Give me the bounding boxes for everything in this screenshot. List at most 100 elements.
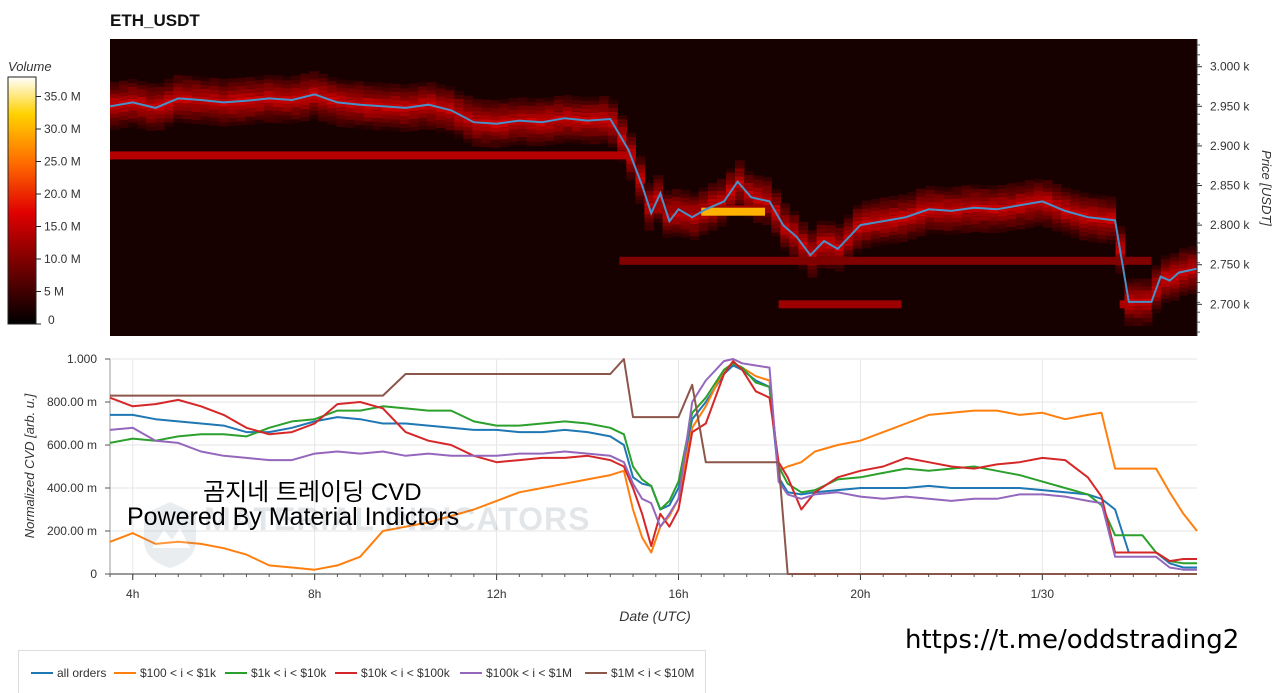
heatmap-cell (436, 124, 446, 128)
heatmap-cell (671, 232, 682, 237)
heatmap-cell (916, 220, 926, 225)
legend-item[interactable]: $100 < i < $1k (114, 666, 216, 680)
heatmap-cell (1088, 206, 1098, 211)
heatmap-cell (1160, 279, 1171, 283)
heatmap-cell (635, 188, 646, 192)
heatmap-cell (1178, 280, 1189, 284)
heatmap-cell (526, 117, 537, 122)
heatmap-cell (979, 220, 990, 225)
cvd-series-line-1 (109, 362, 1198, 571)
heatmap-cell (119, 100, 129, 105)
heatmap-cell (146, 126, 156, 131)
heatmap-cell (780, 246, 790, 251)
heatmap-cell (454, 102, 464, 107)
heatmap-cell (1006, 187, 1017, 192)
heatmap-cell (698, 219, 709, 223)
heatmap-cell (762, 185, 772, 190)
heatmap-cell (436, 120, 446, 124)
heatmap-cell (454, 126, 464, 131)
legend-item[interactable]: all orders (31, 666, 106, 680)
heatmap-cell (418, 121, 428, 126)
heatmap-cell (508, 110, 519, 114)
heatmap-cell (680, 225, 691, 230)
heatmap-cell (553, 131, 564, 136)
heatmap-cell (934, 210, 944, 215)
heatmap-cell (200, 120, 211, 125)
heatmap-cell (517, 121, 528, 126)
heatmap-cell (418, 86, 428, 91)
heatmap-cell (1178, 264, 1189, 269)
heatmap-cell (463, 111, 473, 116)
heatmap-cell (1178, 248, 1189, 253)
heatmap-cell (544, 125, 555, 130)
heatmap-cell (852, 248, 863, 253)
heatmap-cell (662, 234, 673, 239)
legend-item[interactable]: $10k < i < $100k (335, 666, 450, 680)
heatmap-cell (1061, 187, 1071, 192)
heatmap-cell (572, 100, 582, 104)
heatmap-cell (762, 181, 772, 186)
heatmap-cell (1187, 274, 1198, 278)
heatmap-cell (200, 104, 211, 109)
heatmap-cell (789, 215, 800, 220)
legend-item[interactable]: $1k < i < $10k (225, 666, 326, 680)
heatmap-cell (445, 86, 455, 91)
heatmap-cell (843, 242, 854, 247)
heatmap-cell (218, 106, 229, 111)
heatmap-cell (544, 109, 555, 114)
heatmap-cell (816, 252, 827, 257)
heatmap-cell (925, 197, 935, 202)
heatmap-cell (273, 115, 283, 120)
heatmap-cell (970, 224, 981, 228)
cvd-y-tick-label: 1.000 (67, 352, 97, 366)
heatmap-cell (1160, 255, 1171, 260)
heatmap-cell (137, 108, 147, 113)
heatmap-cell (834, 239, 845, 244)
legend-item[interactable]: $100k < i < $1M (460, 666, 572, 680)
heatmap-cell (363, 125, 374, 130)
heatmap-cell (327, 89, 338, 93)
legend-item[interactable]: $1M < i < $10M (585, 666, 694, 680)
heatmap-cell (907, 199, 917, 204)
heatmap-cell (481, 119, 492, 124)
heatmap-cell (291, 87, 301, 92)
heatmap-cell (843, 254, 854, 259)
colorbar-tick-label: 30.0 M (44, 122, 81, 136)
heatmap-cell (291, 99, 301, 104)
heatmap-cell (798, 237, 809, 242)
heatmap-cell (1006, 203, 1017, 208)
heatmap-cell (744, 202, 754, 207)
heatmap-cell (209, 78, 220, 82)
heatmap-cell (834, 227, 845, 232)
heatmap-cell (789, 242, 800, 247)
heatmap-cell (128, 102, 138, 107)
heatmap-cell (572, 104, 582, 108)
heatmap-cell (581, 116, 591, 121)
heatmap-cell (889, 223, 899, 228)
heatmap-cell (1124, 322, 1135, 327)
heatmap-cell (934, 218, 944, 223)
heatmap-cell (173, 91, 184, 95)
heatmap-cell (544, 129, 555, 134)
heatmap-cell (372, 126, 383, 131)
heatmap-cell (562, 138, 573, 143)
legend-swatch (460, 671, 482, 674)
heatmap-cell (1142, 286, 1153, 291)
heatmap-cell (562, 126, 573, 131)
heatmap-cell (979, 216, 990, 221)
heatmap-cell (1015, 213, 1026, 218)
channel-link[interactable]: https://t.me/oddstrading2 (905, 625, 1240, 655)
heatmap-cell (490, 120, 501, 125)
heatmap-cell (517, 133, 528, 137)
heatmap-cell (988, 213, 999, 218)
heatmap-cell (273, 87, 283, 92)
heatmap-cell (689, 196, 700, 201)
heatmap-cell (209, 113, 220, 118)
heatmap-cell (707, 202, 718, 207)
heatmap-cell (771, 192, 781, 197)
heatmap-cell (635, 199, 646, 204)
heatmap-cell (870, 230, 881, 235)
heatmap-cell (1133, 302, 1144, 307)
heatmap-cell (753, 175, 763, 180)
heatmap-cell (979, 208, 990, 213)
